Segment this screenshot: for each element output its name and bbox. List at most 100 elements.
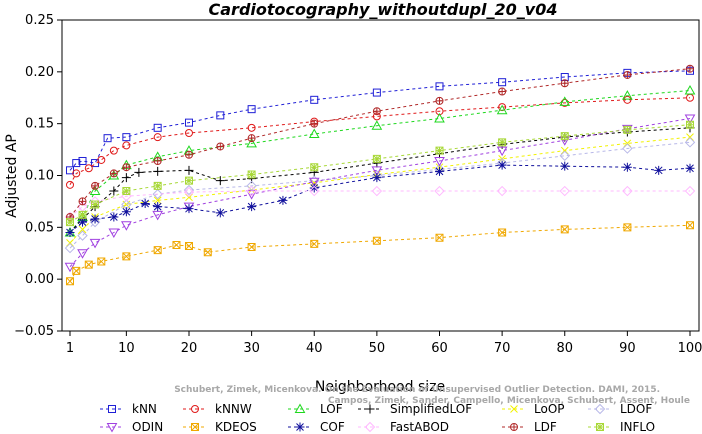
legend-label: LDOF xyxy=(620,402,652,416)
data-point xyxy=(183,184,195,196)
data-point xyxy=(684,114,696,125)
legend-marker xyxy=(510,423,519,431)
data-point xyxy=(372,107,381,116)
data-point xyxy=(496,104,508,115)
data-point xyxy=(91,181,100,190)
watermark-line-2: Campos, Zimek, Sander, Campello, Micenko… xyxy=(328,396,690,406)
series-line-knn xyxy=(69,70,691,171)
data-point xyxy=(560,132,569,141)
y-axis-label: Adjusted AP xyxy=(4,134,20,218)
data-point xyxy=(247,123,256,132)
series-odin xyxy=(64,114,696,273)
x-tick-label: 20 xyxy=(181,341,198,356)
data-point xyxy=(371,185,383,197)
y-tick-label: 0.00 xyxy=(25,272,54,287)
legend-item-fastabod: FastABOD xyxy=(358,420,449,434)
data-point xyxy=(622,185,633,197)
x-tick-label: 50 xyxy=(369,341,386,356)
y-tick-label: 0.25 xyxy=(25,13,54,28)
legend-label: kNNW xyxy=(215,402,252,416)
series-inflo xyxy=(66,120,694,227)
y-tick-label: 0.15 xyxy=(25,117,54,132)
data-point xyxy=(434,112,445,123)
series-layer xyxy=(64,64,696,286)
data-point xyxy=(184,118,193,127)
legend-marker xyxy=(365,404,375,414)
data-point xyxy=(184,165,194,175)
data-point xyxy=(684,137,696,148)
data-point xyxy=(121,207,131,217)
series-line-loop xyxy=(69,136,691,244)
legend-item-simplifiedlof: SimplifiedLOF xyxy=(358,402,472,416)
data-point xyxy=(246,137,257,148)
legend-item-loop: LoOP xyxy=(502,402,565,416)
legend-label: kNN xyxy=(132,402,157,416)
data-point xyxy=(152,210,164,221)
data-point xyxy=(153,156,162,165)
data-point xyxy=(623,223,632,232)
data-point xyxy=(122,133,131,142)
data-point xyxy=(434,185,445,197)
data-point xyxy=(103,134,112,143)
series-kdeos xyxy=(66,221,694,286)
legend-marker xyxy=(294,403,306,413)
data-point xyxy=(497,160,507,170)
data-point xyxy=(308,128,320,139)
data-point xyxy=(654,165,664,175)
series-cof xyxy=(65,160,695,238)
legend-label: LDF xyxy=(534,420,557,434)
data-point xyxy=(498,138,507,147)
legend-marker xyxy=(108,405,116,413)
legend-marker xyxy=(106,423,118,433)
data-point xyxy=(684,84,696,95)
data-point xyxy=(66,277,74,286)
data-point xyxy=(622,90,633,100)
data-point xyxy=(310,95,319,104)
x-tick-label: 30 xyxy=(243,341,260,356)
y-tick-label: 0.20 xyxy=(25,65,54,80)
data-point xyxy=(97,155,106,164)
data-point xyxy=(108,169,120,180)
data-point xyxy=(122,163,131,172)
data-point xyxy=(310,239,319,248)
data-point xyxy=(184,150,193,159)
data-point xyxy=(623,95,632,104)
series-knn xyxy=(66,66,694,175)
data-point xyxy=(89,216,101,228)
data-point xyxy=(134,167,144,177)
data-point xyxy=(246,185,257,197)
series-knnw xyxy=(66,93,694,189)
data-point xyxy=(184,176,193,185)
data-point xyxy=(310,163,319,172)
y-axis: −0.05 0.00 0.05 0.10 0.15 0.20 0.25 xyxy=(14,13,62,339)
data-point xyxy=(371,166,383,176)
legend-marker xyxy=(510,405,518,413)
x-tick-label: 70 xyxy=(494,341,511,356)
data-point xyxy=(77,230,88,241)
data-point xyxy=(109,186,119,196)
legend-label: COF xyxy=(320,420,345,434)
data-point xyxy=(496,185,508,197)
legend-marker xyxy=(594,403,606,415)
legend: kNN kNNW LOF SimplifiedLOF LoOP LDOF ODIN KDEOS… xyxy=(100,402,655,434)
data-point xyxy=(109,146,118,155)
legend-label: LOF xyxy=(320,402,343,416)
series-line-ldof xyxy=(69,141,691,249)
data-point xyxy=(84,164,93,173)
legend-label: KDEOS xyxy=(215,420,257,434)
series-line-kdeos xyxy=(69,224,691,282)
data-point xyxy=(122,141,131,150)
data-point xyxy=(498,78,507,87)
data-point xyxy=(686,120,694,129)
chart-title: Cardiotocography_withoutdupl_20_v04 xyxy=(209,0,558,19)
x-tick-label: 40 xyxy=(306,341,323,356)
data-point xyxy=(140,198,150,208)
data-point xyxy=(559,96,571,106)
data-point xyxy=(435,233,444,242)
data-point xyxy=(372,154,381,163)
legend-item-ldf: LDF xyxy=(502,420,557,434)
data-point xyxy=(215,176,225,186)
data-point xyxy=(66,180,74,189)
data-point xyxy=(172,240,181,249)
